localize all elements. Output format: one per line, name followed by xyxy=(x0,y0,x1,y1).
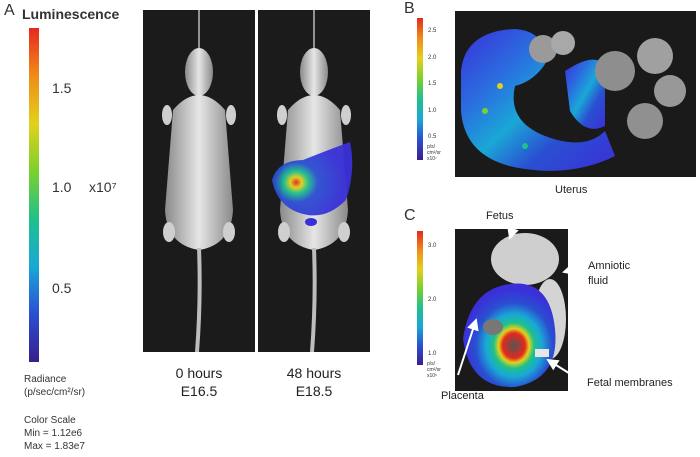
placenta-tick-3-0: 3.0 xyxy=(428,243,437,249)
placenta-colorbar xyxy=(417,231,423,365)
color-scale-max: Max = 1.83e7 xyxy=(24,441,85,452)
radiance-unit: (p/sec/cm²/sr) xyxy=(24,387,86,398)
uterus-tick-0-5: 0.5 xyxy=(428,134,437,140)
colorbar-tick-1-5: 1.5 xyxy=(52,80,72,96)
panel-letter-a: A xyxy=(4,2,15,19)
stage-label-e18-5: E18.5 xyxy=(295,383,333,399)
uterus-unit-2: cm²/sr xyxy=(427,150,441,156)
colorbar-tick-0-5: 0.5 xyxy=(52,280,72,296)
label-amniotic: Amniotic xyxy=(588,260,631,272)
placenta-tick-2-0: 2.0 xyxy=(428,297,437,303)
placenta-unit-3: x10⁵ xyxy=(427,373,438,379)
panel-letter-b: B xyxy=(404,0,415,17)
fetal-unit-image xyxy=(455,229,568,391)
uterus-tick-1-5: 1.5 xyxy=(428,81,437,87)
uterus-tick-1-0: 1.0 xyxy=(428,108,437,114)
uterus-caption: Uterus xyxy=(555,184,588,196)
uterus-image xyxy=(455,11,696,177)
placenta-unit-2: cm²/sr xyxy=(427,367,441,373)
uterus-unit-3: x10⁷ xyxy=(427,156,437,162)
annotation-arrows xyxy=(457,221,586,381)
colorbar-tick-1-0: 1.0 xyxy=(52,179,72,195)
radiance-label: Radiance xyxy=(24,374,67,385)
label-fetus: Fetus xyxy=(486,210,514,222)
uterus-tick-2-0: 2.0 xyxy=(428,55,437,61)
stage-label-e16-5: E16.5 xyxy=(180,383,218,399)
uterus-colorbar xyxy=(417,18,423,160)
placenta-unit-1: p/s/ xyxy=(427,361,436,367)
time-label-0h: 0 hours xyxy=(175,365,223,381)
uterus-tick-2-5: 2.5 xyxy=(428,28,437,34)
colorbar-multiplier: x10⁷ xyxy=(89,179,117,195)
placenta-tick-1-0: 1.0 xyxy=(428,351,437,357)
luminescence-title: Luminescence xyxy=(22,6,120,22)
label-fluid: fluid xyxy=(588,275,609,287)
uterus-unit-1: p/s/ xyxy=(427,144,436,150)
time-label-48h: 48 hours xyxy=(286,365,342,381)
mouse-image-48h xyxy=(258,10,370,352)
label-fetal-membranes: Fetal membranes xyxy=(587,377,673,389)
color-scale-label: Color Scale xyxy=(24,415,76,426)
luminescence-colorbar xyxy=(29,28,39,362)
panel-letter-c: C xyxy=(404,207,416,224)
color-scale-min: Min = 1.12e6 xyxy=(24,428,83,439)
label-placenta: Placenta xyxy=(441,390,484,402)
mouse-image-0h xyxy=(143,10,255,352)
